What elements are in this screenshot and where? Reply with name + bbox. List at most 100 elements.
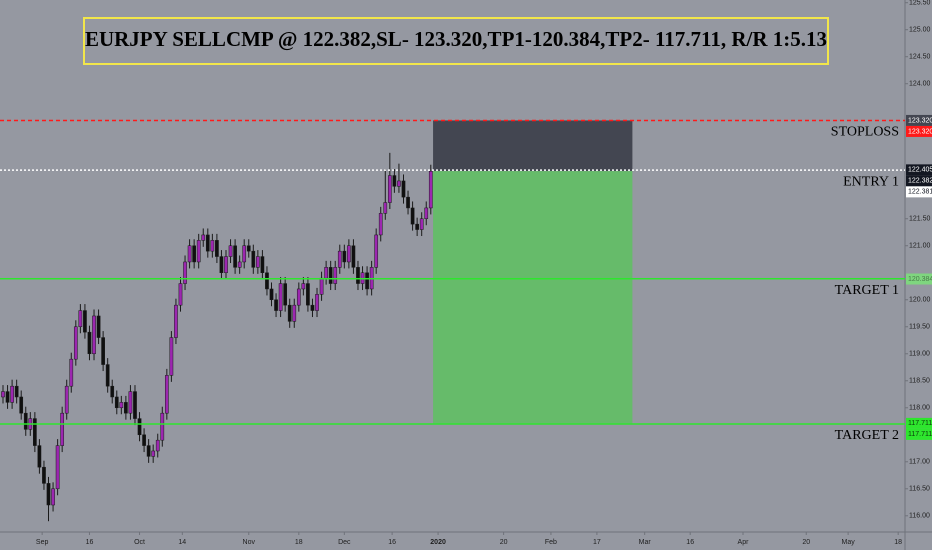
y-tick-label: 118.50 — [909, 378, 930, 385]
candle-body — [192, 245, 196, 263]
candle-body — [174, 304, 178, 338]
candle-body — [14, 385, 19, 398]
candle-body — [347, 245, 351, 263]
candle-body — [187, 245, 192, 263]
candle-body — [287, 304, 292, 322]
candle-body — [142, 434, 146, 446]
candle-body — [356, 267, 360, 284]
x-tick-label: Apr — [738, 539, 750, 546]
candle-body — [119, 402, 124, 409]
price-tag — [906, 186, 932, 198]
x-tick-label: 18 — [894, 539, 902, 546]
candle-body — [351, 245, 356, 268]
candle-body — [183, 261, 187, 284]
candle-body — [5, 391, 10, 403]
y-tick-label: 124.50 — [909, 54, 931, 61]
candle-body — [19, 396, 24, 414]
candle-body — [419, 218, 424, 230]
candle-body — [315, 294, 319, 311]
x-tick-label: 20 — [500, 539, 508, 546]
y-tick-label: 121.50 — [909, 216, 931, 223]
candle-body — [219, 256, 224, 274]
candle-body — [415, 223, 419, 230]
price-tag — [906, 175, 932, 187]
candle-body — [328, 267, 333, 284]
candle-body — [310, 304, 315, 311]
price-tag-label: 117.711 — [908, 431, 932, 438]
candle-body — [337, 250, 342, 268]
candle-body — [78, 310, 83, 328]
x-tick-label: 16 — [388, 539, 396, 546]
candle-body — [265, 272, 269, 290]
x-tick-label: Dec — [338, 539, 351, 546]
y-tick-label: 120.00 — [909, 297, 931, 304]
y-tick-label: 116.00 — [909, 513, 930, 520]
y-tick-label: 116.50 — [909, 486, 930, 493]
price-tag — [906, 164, 932, 176]
candle-body — [124, 402, 128, 414]
candle-body — [164, 375, 169, 414]
candle-body — [269, 288, 274, 301]
candle-body — [246, 245, 251, 252]
candle-body — [278, 283, 283, 311]
candle-body — [73, 326, 78, 360]
x-tick-label: May — [841, 539, 855, 546]
x-tick-label: 17 — [593, 539, 601, 546]
x-tick-label: Oct — [134, 539, 145, 546]
candle-body — [387, 175, 392, 203]
level-label: TARGET 2 — [835, 428, 899, 443]
level-label: TARGET 1 — [835, 283, 899, 298]
candle-body — [133, 391, 137, 419]
candle-body — [37, 445, 42, 468]
y-tick-label: 119.00 — [909, 351, 930, 358]
candle-body — [33, 418, 37, 446]
candle-body — [96, 315, 101, 338]
candle-body — [64, 385, 69, 414]
candle-body — [365, 272, 369, 290]
x-tick-label: 2020 — [430, 539, 446, 546]
candle-body — [374, 234, 379, 268]
candle-body — [87, 331, 92, 355]
candle-body — [155, 439, 160, 452]
candle-body — [378, 213, 383, 236]
risk-zone — [433, 120, 633, 172]
reward-zone — [433, 171, 633, 424]
candle-body — [301, 283, 306, 290]
price-tag-label: 122.405 — [908, 167, 932, 174]
y-tick-label: 117.00 — [909, 459, 930, 466]
candle-body — [274, 299, 278, 311]
candle-body — [151, 450, 156, 457]
plot-area — [1, 120, 633, 522]
x-tick-label: Nov — [243, 539, 256, 546]
price-tag-label: 123.320 — [908, 128, 932, 135]
x-tick-label: 16 — [86, 539, 94, 546]
candle-body — [169, 337, 174, 376]
candle-body — [237, 261, 242, 268]
x-tick-label: 14 — [178, 539, 186, 546]
candle-body — [383, 202, 388, 214]
candle-body — [160, 412, 165, 441]
candle-body — [392, 175, 397, 187]
y-tick-label: 118.00 — [909, 405, 930, 412]
candle-body — [201, 234, 206, 241]
candle-body — [292, 304, 297, 322]
x-tick-label: Feb — [545, 539, 557, 546]
candle-body — [92, 315, 96, 355]
candle-body — [324, 267, 328, 279]
price-tag-label: 123.320 — [908, 117, 932, 124]
candle-body — [401, 180, 406, 198]
candle-body — [228, 245, 233, 257]
candle-body — [55, 445, 60, 490]
candle-body — [101, 337, 105, 365]
x-tick-label: 20 — [802, 539, 810, 546]
candle-body — [110, 385, 115, 398]
candle-body — [60, 412, 65, 446]
candle-body — [428, 170, 433, 209]
price-tag — [906, 114, 932, 126]
candle-body — [1, 391, 5, 398]
candle-body — [306, 283, 310, 306]
chart-title: EURJPY SELLCMP @ 122.382,SL- 123.320,TP1… — [85, 27, 827, 51]
candle-body — [114, 396, 119, 409]
